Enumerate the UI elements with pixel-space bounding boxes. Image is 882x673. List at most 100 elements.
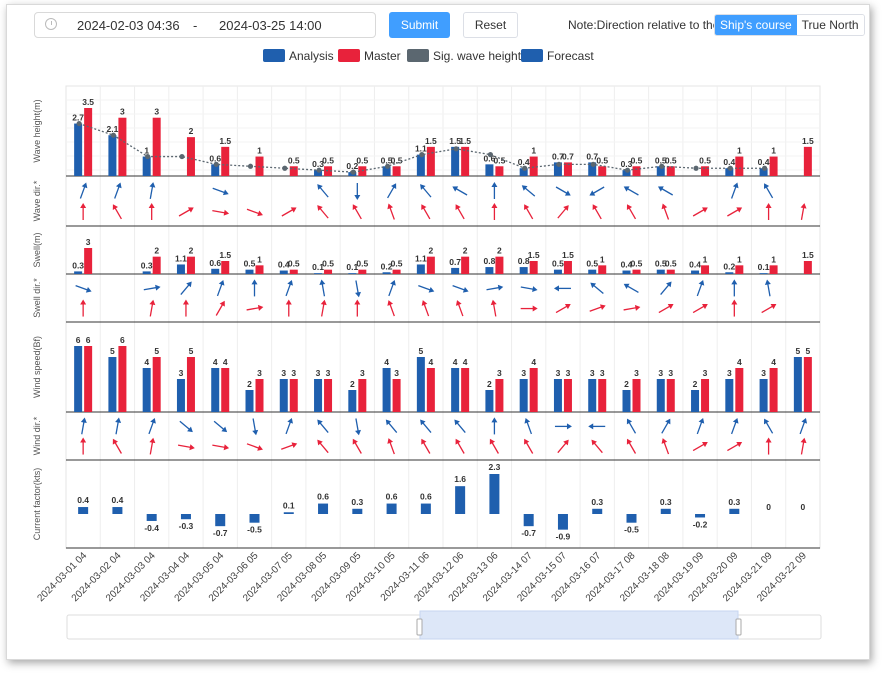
wind-speed-analysis-bar[interactable]: [108, 357, 117, 412]
swell-dir-master-arrow[interactable]: [319, 299, 328, 317]
wind-speed-master-bar[interactable]: [803, 357, 812, 412]
wave-height-master-bar[interactable]: [598, 166, 607, 176]
wind-dir-master-arrow[interactable]: [589, 438, 605, 455]
wave-height-analysis-bar[interactable]: [416, 154, 425, 176]
wind-speed-analysis-bar[interactable]: [314, 379, 323, 412]
wave-height-analysis-bar[interactable]: [588, 162, 597, 176]
wave-height-analysis-bar[interactable]: [485, 164, 494, 176]
wind-dir-master-arrow[interactable]: [419, 437, 433, 455]
wind-dir-analysis-arrow[interactable]: [146, 417, 157, 435]
wave-dir-analysis-arrow[interactable]: [385, 182, 399, 200]
wind-speed-analysis-bar[interactable]: [142, 368, 151, 412]
swell-dir-analysis-arrow[interactable]: [764, 279, 773, 297]
wind-speed-master-bar[interactable]: [186, 357, 195, 412]
wave-dir-analysis-arrow[interactable]: [520, 183, 537, 199]
wave-dir-master-arrow[interactable]: [212, 208, 230, 217]
swell-dir-master-arrow[interactable]: [454, 299, 465, 317]
wind-speed-master-bar[interactable]: [769, 368, 778, 412]
wave-dir-analysis-arrow[interactable]: [761, 182, 775, 200]
wind-speed-master-bar[interactable]: [152, 357, 161, 412]
current-factor-bar[interactable]: [729, 508, 740, 514]
wind-speed-analysis-bar[interactable]: [416, 357, 425, 412]
wind-speed-analysis-bar[interactable]: [485, 390, 494, 412]
wind-dir-analysis-arrow[interactable]: [523, 417, 534, 435]
wind-dir-analysis-arrow[interactable]: [418, 418, 434, 435]
wind-dir-analysis-arrow[interactable]: [554, 423, 572, 430]
swell-dir-analysis-arrow[interactable]: [731, 279, 738, 297]
wind-dir-master-arrow[interactable]: [386, 437, 397, 455]
wave-dir-master-arrow[interactable]: [80, 203, 87, 220]
wind-dir-analysis-arrow[interactable]: [113, 417, 122, 435]
swell-analysis-bar[interactable]: [245, 269, 254, 274]
wave-dir-analysis-arrow[interactable]: [147, 182, 156, 200]
sig-wave-height-point[interactable]: [522, 165, 528, 171]
wave-dir-master-arrow[interactable]: [110, 203, 124, 221]
direction-toggle[interactable]: Ship's course True North: [714, 14, 865, 36]
swell-dir-analysis-arrow[interactable]: [353, 280, 362, 298]
wave-height-analysis-bar[interactable]: [314, 170, 323, 176]
swell-dir-master-arrow[interactable]: [623, 304, 641, 313]
swell-dir-analysis-arrow[interactable]: [179, 280, 195, 297]
sig-wave-height-point[interactable]: [693, 165, 699, 171]
sig-wave-height-point[interactable]: [350, 169, 356, 175]
wind-dir-master-arrow[interactable]: [624, 437, 638, 455]
submit-button[interactable]: Submit: [389, 12, 450, 38]
current-factor-bar[interactable]: [523, 514, 534, 527]
wind-dir-master-arrow[interactable]: [110, 437, 124, 455]
wind-dir-master-arrow[interactable]: [487, 437, 501, 455]
wind-speed-master-bar[interactable]: [392, 379, 401, 412]
wave-height-master-bar[interactable]: [324, 166, 333, 176]
wind-speed-master-bar[interactable]: [221, 368, 230, 412]
legend-swatch[interactable]: [338, 49, 360, 62]
wind-dir-analysis-arrow[interactable]: [250, 418, 259, 436]
date-range-picker[interactable]: 2024-02-03 04:36 - 2024-03-25 14:00: [34, 12, 376, 38]
swell-dir-master-arrow[interactable]: [182, 299, 189, 317]
swell-dir-analysis-arrow[interactable]: [694, 279, 705, 297]
wind-dir-master-arrow[interactable]: [799, 437, 808, 455]
end-date-input[interactable]: 2024-03-25 14:00: [219, 18, 322, 33]
wind-dir-master-arrow[interactable]: [726, 439, 744, 453]
wave-dir-analysis-arrow[interactable]: [315, 182, 331, 199]
wind-speed-master-bar[interactable]: [324, 379, 333, 412]
wind-dir-analysis-arrow[interactable]: [353, 418, 362, 436]
sig-wave-height-point[interactable]: [419, 152, 425, 158]
wave-height-master-bar[interactable]: [735, 156, 744, 176]
swell-dir-analysis-arrow[interactable]: [622, 281, 640, 295]
swell-dir-analysis-arrow[interactable]: [75, 283, 93, 294]
wind-dir-analysis-arrow[interactable]: [659, 417, 673, 435]
current-factor-bar[interactable]: [249, 514, 260, 523]
wind-speed-analysis-bar[interactable]: [279, 379, 288, 412]
swell-dir-master-arrow[interactable]: [386, 299, 397, 317]
sig-wave-height-point[interactable]: [145, 153, 151, 160]
sig-wave-height-point[interactable]: [316, 167, 322, 173]
sig-wave-height-point[interactable]: [556, 161, 562, 167]
wave-dir-analysis-arrow[interactable]: [729, 182, 740, 200]
swell-dir-analysis-arrow[interactable]: [319, 279, 328, 297]
wave-height-analysis-bar[interactable]: [725, 168, 734, 176]
wave-dir-master-arrow[interactable]: [315, 203, 331, 220]
wave-height-master-bar[interactable]: [461, 146, 470, 176]
wind-speed-analysis-bar[interactable]: [176, 379, 185, 412]
wave-height-master-bar[interactable]: [392, 166, 401, 176]
swell-analysis-bar[interactable]: [519, 267, 528, 274]
swell-analysis-bar[interactable]: [553, 269, 562, 274]
current-factor-bar[interactable]: [557, 514, 568, 530]
wave-dir-master-arrow[interactable]: [624, 203, 638, 221]
swell-dir-master-arrow[interactable]: [490, 299, 499, 317]
wind-dir-master-arrow[interactable]: [522, 437, 536, 455]
wind-dir-master-arrow[interactable]: [350, 437, 364, 455]
swell-master-bar[interactable]: [769, 265, 778, 274]
wind-dir-master-arrow[interactable]: [315, 438, 331, 455]
wind-dir-analysis-arrow[interactable]: [79, 417, 88, 435]
wind-speed-master-bar[interactable]: [529, 368, 538, 412]
wave-dir-analysis-arrow[interactable]: [656, 184, 674, 198]
swell-analysis-bar[interactable]: [74, 271, 83, 274]
swell-analysis-bar[interactable]: [314, 273, 323, 274]
wave-dir-master-arrow[interactable]: [386, 203, 397, 221]
wind-dir-master-arrow[interactable]: [692, 439, 710, 453]
sig-wave-height-point[interactable]: [213, 161, 219, 167]
wind-dir-master-arrow[interactable]: [80, 437, 87, 455]
wind-dir-master-arrow[interactable]: [765, 437, 772, 455]
swell-dir-analysis-arrow[interactable]: [215, 279, 226, 297]
swell-master-bar[interactable]: [324, 269, 333, 274]
